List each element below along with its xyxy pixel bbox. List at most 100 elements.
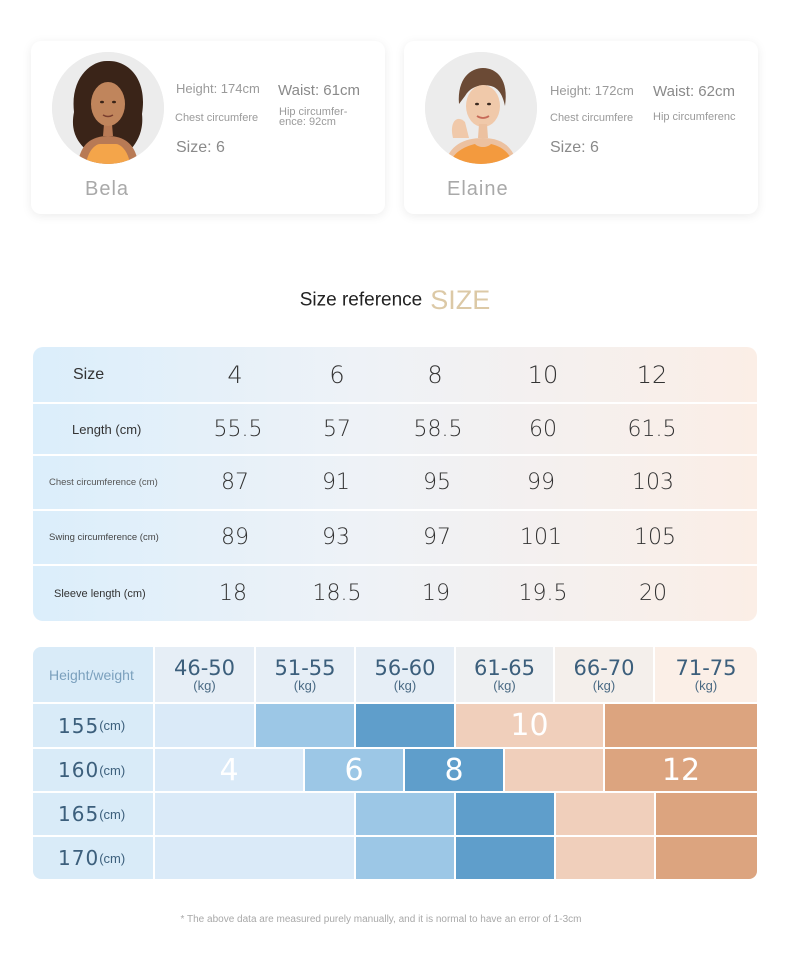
height-row-label: 160 (cm) (33, 749, 153, 791)
weight-header: 46-50 (kg) (155, 647, 254, 702)
model-size: Size: 6 (176, 139, 225, 156)
height-unit: (cm) (99, 850, 126, 866)
model-card-elaine: Height: 172cm Waist: 62cm Chest circumfe… (404, 41, 758, 214)
model-name: Elaine (447, 178, 509, 200)
table-cell: 105 (634, 525, 676, 550)
table-cell: 58.5 (413, 416, 463, 442)
row-label: Length (cm) (72, 421, 142, 437)
size-header-label: Size (73, 365, 105, 383)
size-header-cell: 12 (636, 360, 668, 389)
model-hip: Hip circumferenc (653, 111, 736, 123)
weight-header: 56-60 (kg) (356, 647, 454, 702)
size-table: Size 4 6 8 10 12 Length (cm) 55.5 57 58.… (33, 347, 757, 621)
size-8-label: 8 (444, 752, 464, 788)
weight-unit: (kg) (193, 678, 216, 693)
weight-unit: (kg) (694, 678, 718, 693)
height-row-label: 155 (cm) (33, 704, 153, 747)
table-cell: 60 (529, 416, 557, 442)
weight-unit: (kg) (393, 678, 417, 693)
row-label: Sleeve length (cm) (54, 587, 146, 600)
table-cell: 97 (423, 525, 451, 550)
weight-header: 61-65 (kg) (456, 647, 553, 702)
model-waist: Waist: 62cm (653, 83, 735, 100)
size-6-segment (356, 793, 454, 835)
size-10-segment (556, 837, 654, 879)
size-header-cell: 4 (227, 360, 243, 389)
height-unit: (cm) (99, 718, 126, 733)
table-cell: 95 (423, 470, 451, 495)
table-cell: 57 (323, 416, 351, 442)
size-6-segment (256, 704, 354, 747)
height-row-label: 170 (cm) (33, 837, 153, 879)
weight-range: 51-55 (274, 656, 336, 680)
size-8-segment: 8 (405, 749, 503, 791)
size-8-segment (456, 793, 554, 835)
size-4-segment (155, 793, 354, 835)
model-photo (425, 52, 537, 164)
table-cell: 19 (422, 581, 450, 606)
table-cell: 103 (632, 470, 674, 495)
size-header-cell: 10 (527, 360, 559, 389)
title-main: Size reference (299, 289, 423, 311)
size-6-segment: 6 (305, 749, 403, 791)
table-cell: 18 (219, 581, 247, 606)
size-row-chest: Chest circumference (cm) 87 91 95 99 103 (33, 456, 757, 511)
table-cell: 101 (520, 525, 562, 550)
size-reference-title: Size reference SIZE (0, 285, 790, 316)
weight-header: 66-70 (kg) (555, 647, 653, 702)
model-height: Height: 172cm (550, 83, 634, 98)
size-12-segment: 12 (605, 749, 757, 791)
table-cell: 99 (527, 470, 555, 495)
model-height: Height: 174cm (176, 81, 260, 96)
size-header-cell: 8 (427, 360, 443, 389)
size-10-segment (505, 749, 603, 791)
size-8-segment (356, 704, 454, 747)
height-unit: (cm) (99, 762, 126, 778)
height-unit: (cm) (99, 806, 126, 822)
size-12-segment (656, 837, 757, 879)
weight-header: 51-55 (kg) (256, 647, 354, 702)
weight-range: 71-75 (675, 656, 737, 680)
table-cell: 89 (221, 525, 249, 550)
table-cell: 18.5 (312, 581, 362, 606)
model-chest: Chest circumfere (550, 112, 634, 124)
disclaimer-footnote: * The above data are measured purely man… (180, 914, 582, 925)
model-card-bela: Height: 174cm Waist: 61cm Chest circumfe… (31, 41, 385, 214)
weight-header: 71-75 (kg) (655, 647, 757, 702)
size-row-length: Length (cm) 55.5 57 58.5 60 61.5 (33, 404, 757, 456)
size-4-segment: 4 (155, 749, 303, 791)
weight-unit: (kg) (293, 678, 317, 693)
title-accent: SIZE (430, 285, 491, 315)
model-chest: Chest circumfere (175, 112, 259, 124)
size-12-label: 12 (661, 752, 701, 788)
weight-range: 66-70 (573, 656, 635, 680)
size-6-label: 6 (344, 752, 364, 788)
table-cell: 61.5 (627, 416, 677, 442)
table-cell: 87 (221, 470, 249, 495)
size-12-segment (656, 793, 757, 835)
size-10-segment (556, 793, 654, 835)
weight-range: 56-60 (374, 656, 436, 680)
height-weight-label: Height/weight (33, 647, 153, 702)
table-cell: 20 (639, 581, 667, 606)
weight-unit: (kg) (493, 678, 516, 693)
height-row-label: 165 (cm) (33, 793, 153, 835)
table-cell: 91 (322, 470, 350, 495)
model-name: Bela (85, 178, 130, 200)
size-4-label: 4 (219, 752, 239, 788)
row-label: Swing circumference (cm) (49, 532, 159, 543)
weight-range: 46-50 (173, 656, 236, 680)
size-header-cell: 6 (329, 360, 345, 389)
table-cell: 55.5 (213, 416, 263, 442)
height-value: 155 (58, 713, 100, 738)
size-row-swing: Swing circumference (cm) 89 93 97 101 10… (33, 511, 757, 566)
weight-unit: (kg) (592, 678, 616, 693)
weight-range: 61-65 (473, 656, 536, 680)
size-4-segment (155, 704, 254, 747)
height-value: 160 (58, 758, 100, 782)
model-size: Size: 6 (550, 139, 599, 156)
row-label: Chest circumference (cm) (49, 477, 158, 488)
size-12-segment (605, 704, 757, 747)
size-10-segment: 10 (456, 704, 603, 747)
size-header-row: Size 4 6 8 10 12 (33, 347, 757, 404)
